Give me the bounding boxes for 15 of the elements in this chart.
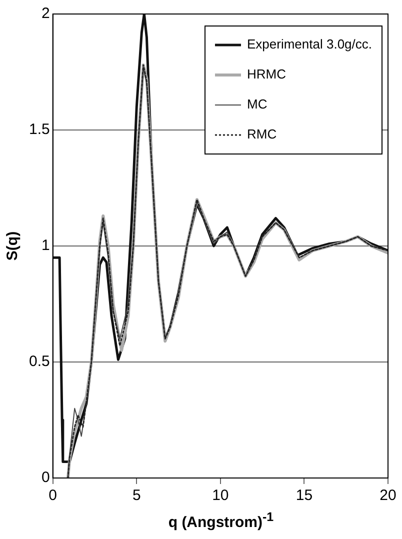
y-tick-label: 1 [42, 237, 50, 254]
x-tick-label: 15 [296, 487, 313, 504]
x-tick-label: 10 [212, 487, 229, 504]
legend-label: HRMC [246, 66, 286, 82]
legend-label: RMC [246, 126, 277, 142]
y-tick-label: 1.5 [28, 121, 50, 138]
x-axis-title: q (Angstrom)$^{-1}$ [167, 510, 275, 531]
x-tick-label: 20 [380, 487, 396, 504]
x-tick-label: 5 [132, 487, 141, 504]
y-tick-label: 0.5 [28, 353, 50, 370]
y-tick-label: 2 [42, 5, 50, 22]
legend-label: MC [246, 96, 268, 112]
legend-label: Experimental 3.0g/cc. [246, 36, 372, 52]
y-tick-label: 0 [42, 469, 50, 486]
y-axis-title: S(q) [4, 231, 22, 261]
